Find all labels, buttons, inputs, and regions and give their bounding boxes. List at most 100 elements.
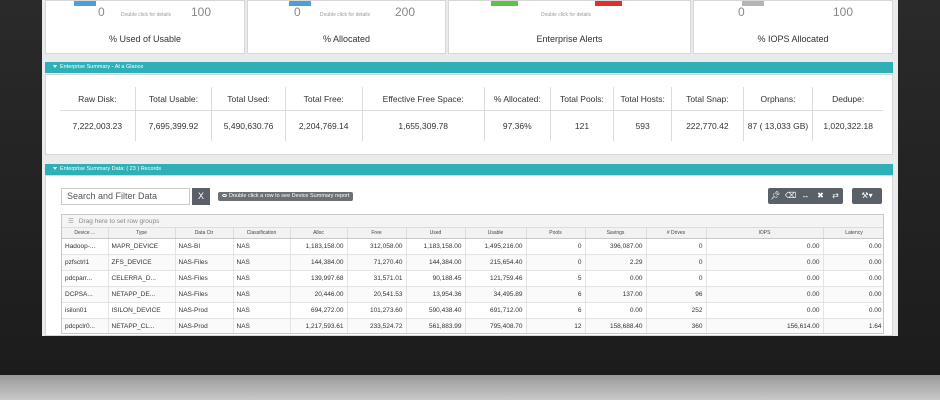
dashboard: 0 Double click for details 100 % Used of… [42, 0, 898, 336]
table-cell: 96 [646, 286, 707, 303]
glance-label: Total Snap: [672, 87, 743, 111]
gauge-title: % Allocated [322, 34, 371, 44]
column-header[interactable]: Savings [585, 228, 647, 239]
wrench-icon[interactable]: ⚒▾ [852, 188, 882, 204]
glance-value: 222,770.42 [686, 121, 729, 131]
device-table-body: Hadoop-... MAPR_DEVICE NAS-BI NAS 1,183,158.… [62, 238, 883, 333]
table-cell: 0 [526, 238, 586, 255]
glance-label: Effective Free Space: [362, 87, 484, 111]
table-cell: 144,384.00 [290, 254, 348, 271]
column-header[interactable]: Device ... [62, 228, 109, 239]
column-header[interactable]: Usable [465, 228, 527, 239]
gauge-enterprise-alerts[interactable]: Double click for details Enterprise Aler… [448, 0, 691, 54]
trash-icon[interactable]: ✖ [817, 191, 824, 200]
refresh-icon[interactable]: ⇄ [832, 191, 839, 200]
alert-critical-bar [595, 1, 622, 6]
alert-ok-bar [491, 1, 518, 6]
table-cell: 0.00 [706, 302, 824, 319]
eraser-icon[interactable]: ⌫ [784, 191, 797, 200]
gauge-bar [742, 1, 764, 6]
collapse-caret-icon [53, 65, 57, 69]
glance-total-hosts: Total Hosts: 593 [613, 87, 672, 141]
data-section-header[interactable]: Enterprise Summary Data: ( 23 ) Records [45, 164, 893, 175]
table-row[interactable]: Hadoop-... MAPR_DEVICE NAS-BI NAS 1,183,158.… [62, 238, 883, 255]
table-cell: 5 [526, 270, 586, 287]
glance-value: 1,655,309.78 [398, 121, 449, 131]
table-row[interactable]: pzfsctrl1 ZFS_DEVICE NAS-Files NAS 144,384.0… [62, 254, 883, 271]
table-cell: NAS-Files [175, 254, 234, 271]
table-cell: NAS [233, 302, 291, 319]
table-cell: ZFS_DEVICE [108, 254, 176, 271]
column-header[interactable]: Alloc [290, 228, 348, 239]
table-cell: 156,614.00 [706, 318, 824, 333]
table-row[interactable]: pdcparr... CELERRA_D... NAS-Files NAS 139,99… [62, 270, 883, 287]
glance-label: Raw Disk: [60, 87, 135, 111]
table-cell: 144,384.00 [406, 254, 466, 271]
table-cell: Hadoop-... [62, 238, 109, 255]
table-cell: 360 [646, 318, 707, 333]
glance-value: 7,222,003.23 [72, 121, 123, 131]
gauge-min: 0 [294, 5, 301, 19]
table-cell: 0.00 [585, 302, 647, 319]
gauge-iops-allocated[interactable]: 0 100 % IOPS Allocated [693, 0, 893, 54]
table-cell: 694,272.00 [290, 302, 348, 319]
table-cell: NAS-BI [175, 238, 234, 255]
table-cell: 795,408.70 [465, 318, 527, 333]
glance-value: 5,490,630.76 [223, 121, 274, 131]
grid-toolbar: 📌︎ ⌫ ↔ ✖ ⇄ [768, 188, 843, 204]
column-header[interactable]: Type [108, 228, 176, 239]
gauge-title: % IOPS Allocated [757, 34, 829, 44]
clear-search-button[interactable]: X [192, 188, 210, 205]
gauge-min: 0 [738, 5, 745, 19]
table-cell: NETAPP_DE... [108, 286, 176, 303]
column-header[interactable]: Used [406, 228, 466, 239]
table-cell: 396,087.00 [585, 238, 647, 255]
table-cell: 0.00 [706, 254, 824, 271]
table-cell: 137.00 [585, 286, 647, 303]
glance-total-free: Total Free: 2,204,769.14 [284, 87, 362, 141]
glance-section-header[interactable]: Enterprise Summary - At a Glance [45, 62, 893, 73]
resize-icon[interactable]: ↔ [801, 191, 810, 200]
table-cell: 2.29 [585, 254, 647, 271]
glance-value: 121 [574, 121, 590, 131]
pin-icon[interactable]: 📌︎ [770, 191, 781, 200]
gauge-min: 0 [98, 5, 105, 19]
column-header[interactable]: IOPS [706, 228, 824, 239]
glance-raw-disk: Raw Disk: 7,222,003.23 [60, 87, 135, 141]
column-header[interactable]: Pools [526, 228, 586, 239]
glance-label: Orphans: [743, 87, 813, 111]
table-cell: 158,688.40 [585, 318, 647, 333]
table-cell: NETAPP_CL... [108, 318, 176, 333]
table-row[interactable]: DCPSA... NETAPP_DE... NAS-Files NAS 20,446.0… [62, 286, 883, 303]
column-header[interactable]: Classification [233, 228, 291, 239]
table-cell: NAS [233, 238, 291, 255]
table-cell: 0 [526, 254, 586, 271]
table-row[interactable]: pdcpclr0... NETAPP_CL... NAS-Prod NAS 1,217,… [62, 318, 883, 333]
glance-label: Total Used: [212, 87, 285, 111]
data-section-title: Enterprise Summary Data: ( 23 ) Records [60, 166, 162, 172]
gauge-title: Enterprise Alerts [536, 34, 603, 44]
table-cell: 0.00 [706, 238, 824, 255]
glance-orphans: Orphans: 87 ( 13,033 GB) [742, 87, 813, 141]
table-cell: 0 [646, 238, 707, 255]
table-cell: pzfsctrl1 [62, 254, 109, 271]
column-header[interactable]: Free [347, 228, 407, 239]
table-cell: pdcparr... [62, 270, 109, 287]
gauge-used-of-usable[interactable]: 0 Double click for details 100 % Used of… [45, 0, 245, 54]
search-input[interactable]: Search and Filter Data [61, 188, 190, 205]
table-cell: NAS-Files [175, 286, 234, 303]
table-row[interactable]: isilon01 ISILON_DEVICE NAS-Prod NAS 694,272.… [62, 302, 883, 319]
glance-total-snap: Total Snap: 222,770.42 [671, 87, 743, 141]
gauge-allocated[interactable]: 0 Double click for details 200 % Allocat… [247, 0, 446, 54]
table-cell: 71,270.40 [347, 254, 407, 271]
column-header[interactable]: # Drives [646, 228, 707, 239]
table-cell: NAS [233, 254, 291, 271]
table-cell: 0.00 [823, 286, 883, 303]
gauge-hint: Double click for details [121, 12, 172, 18]
column-header[interactable]: Latency [823, 228, 883, 239]
table-cell: 6 [526, 302, 586, 319]
table-cell: 31,571.01 [347, 270, 407, 287]
column-header[interactable]: Data Ctr [175, 228, 234, 239]
table-cell: 20,446.00 [290, 286, 348, 303]
row-group-drop-zone[interactable]: ☰ Drag here to set row groups [62, 215, 883, 228]
